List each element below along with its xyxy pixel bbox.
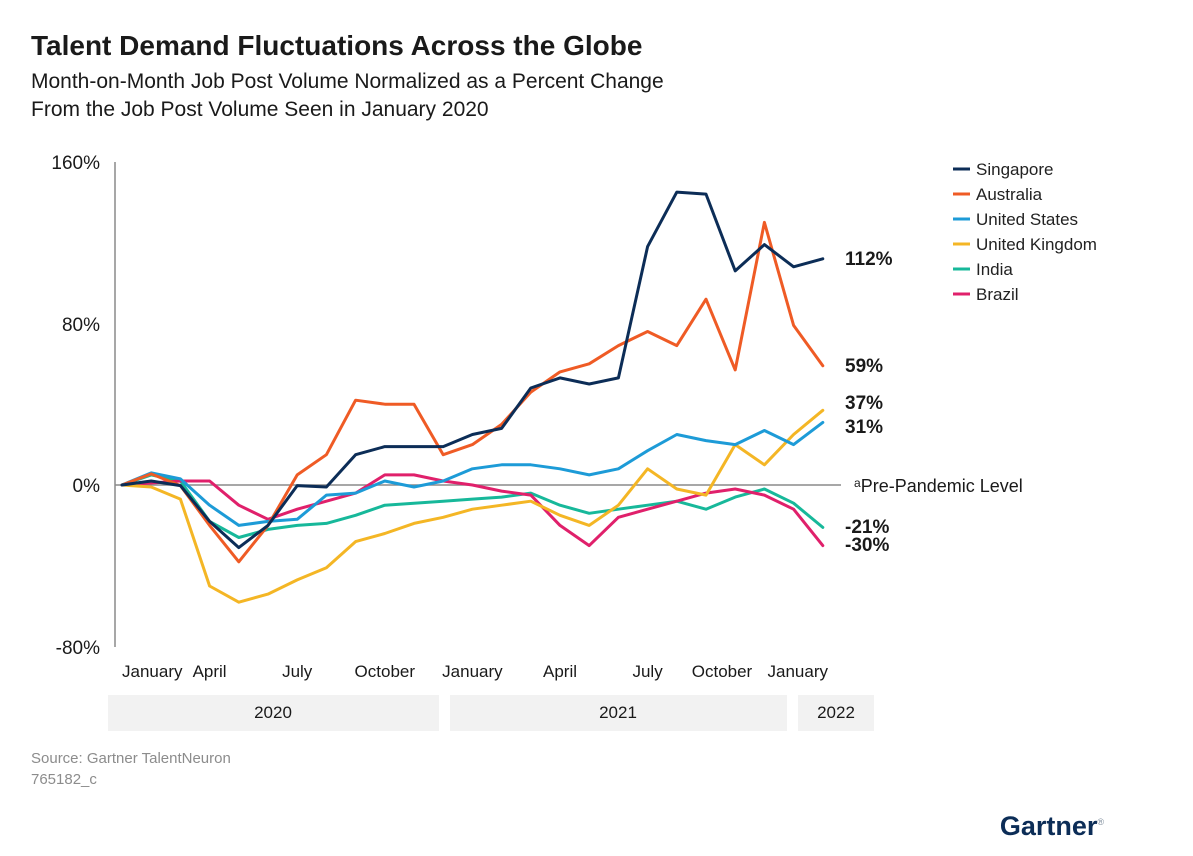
- svg-text:January: January: [122, 662, 183, 681]
- svg-text:160%: 160%: [51, 153, 100, 174]
- svg-text:United States: United States: [976, 210, 1078, 229]
- svg-text:October: October: [355, 662, 416, 681]
- svg-text:April: April: [193, 662, 227, 681]
- svg-text:Singapore: Singapore: [976, 160, 1054, 179]
- svg-text:2021: 2021: [599, 703, 637, 722]
- svg-text:37%: 37%: [845, 393, 883, 414]
- svg-text:January: January: [442, 662, 503, 681]
- svg-text:Australia: Australia: [976, 185, 1043, 204]
- svg-text:July: July: [282, 662, 313, 681]
- svg-text:112%: 112%: [845, 249, 893, 270]
- svg-text:-30%: -30%: [845, 535, 889, 556]
- svg-text:India: India: [976, 260, 1013, 279]
- svg-text:aPre-Pandemic Level: aPre-Pandemic Level: [854, 476, 1023, 496]
- svg-text:0%: 0%: [73, 476, 101, 497]
- svg-text:United Kingdom: United Kingdom: [976, 235, 1097, 254]
- svg-text:July: July: [632, 662, 663, 681]
- svg-text:Brazil: Brazil: [976, 285, 1019, 304]
- svg-text:January: January: [768, 662, 829, 681]
- svg-text:2020: 2020: [254, 703, 292, 722]
- svg-text:59%: 59%: [845, 356, 883, 377]
- svg-text:April: April: [543, 662, 577, 681]
- svg-text:October: October: [692, 662, 753, 681]
- svg-text:80%: 80%: [62, 315, 100, 336]
- svg-text:31%: 31%: [845, 417, 883, 438]
- svg-text:2022: 2022: [817, 703, 855, 722]
- svg-text:-80%: -80%: [56, 638, 100, 659]
